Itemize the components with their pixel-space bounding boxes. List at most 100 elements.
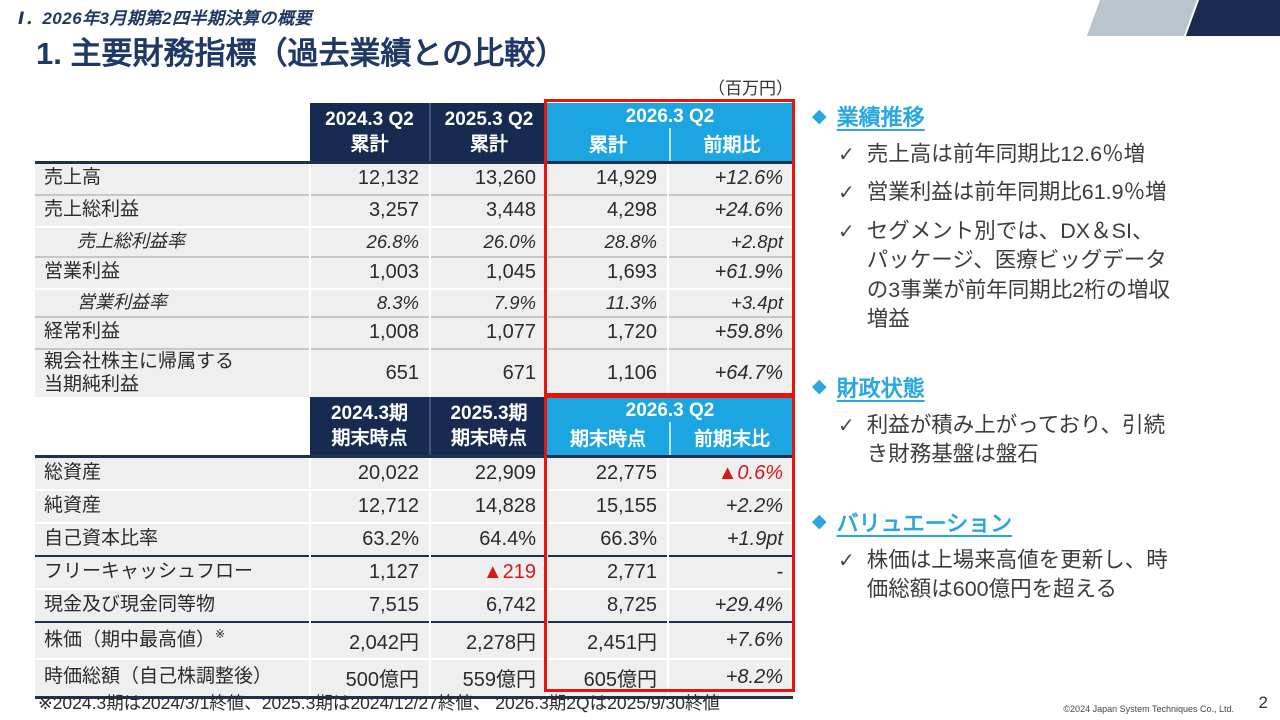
header-2026q2: 2026.3 Q2 累計 前期比: [547, 103, 793, 164]
table-row: 売上高 12,132 13,260 14,929 +12.6%: [35, 161, 793, 195]
table-row: 売上総利益率 26.8% 26.0% 28.8% +2.8pt: [35, 225, 793, 257]
cell-change: +12.6%: [667, 161, 793, 195]
table-row: 経常利益 1,008 1,077 1,720 +59.8%: [35, 315, 793, 349]
check-icon: ✓: [838, 144, 855, 166]
table-row: 株価（期中最高値）※ 2,042円 2,278円 2,451円 +7.6%: [35, 620, 793, 659]
check-icon: ✓: [838, 182, 855, 205]
cell-value: 1,077: [429, 315, 547, 349]
table-row: 総資産 20,022 22,909 22,775 ▲0.6%: [35, 455, 793, 490]
check-icon: ✓: [838, 414, 855, 437]
row-label: 経常利益: [35, 315, 310, 349]
cell-value: 2,771: [546, 554, 668, 589]
row-label: 株価（期中最高値）※: [35, 620, 310, 659]
list-item-text: 営業利益は前年同期比61.9％増: [866, 180, 1167, 205]
row-label: 総資産: [35, 455, 310, 490]
cell-change: -: [667, 554, 793, 589]
cell-value: 1,008: [309, 315, 430, 349]
cell-change: +64.7%: [667, 347, 793, 400]
table-row: 自己資本比率 63.2% 64.4% 66.3% +1.9pt: [35, 521, 793, 556]
footnote: ※2024.3期は2024/3/1終値、2025.3期は2024/12/27終値…: [38, 693, 721, 713]
income-statement-table: 2024.3 Q2 累計 2025.3 Q2 累計 2026.3 Q2 累計 前…: [35, 103, 793, 400]
list-item: ✓ 営業利益は前年同期比61.9％増: [838, 178, 1274, 207]
cell-value: 559億円: [429, 657, 547, 699]
list-item-text: 利益が積み上がっており、引続 き財務基盤は盤石: [866, 412, 1166, 467]
table-row: 親会社株主に帰属する 当期純利益 651 671 1,106 +64.7%: [35, 347, 793, 400]
table-row: 純資産 12,712 14,828 15,155 +2.2%: [35, 488, 793, 523]
header-sublabel: 前期末比: [669, 422, 793, 455]
cell-value: 4,298: [546, 193, 668, 227]
header-2024q2: 2024.3 Q2 累計: [310, 103, 430, 164]
cell-value: 1,720: [546, 315, 668, 349]
footnote-marker: ※: [215, 627, 226, 642]
section-financial-position: ◆ 財政状態 ✓ 利益が積み上がっており、引続 き財務基盤は盤石: [812, 371, 1274, 470]
table-row: 売上総利益 3,257 3,448 4,298 +24.6%: [35, 193, 793, 227]
table-row: 時価総額（自己株調整後） 500億円 559億円 605億円 +8.2%: [35, 657, 793, 699]
table-row: 現金及び現金同等物 7,515 6,742 8,725 +29.4%: [35, 587, 793, 622]
cell-change: +1.9pt: [667, 521, 793, 556]
header-sublabel: 累計: [469, 134, 508, 155]
list-item: ✓ 売上高は前年同期比12.6％増: [838, 140, 1274, 169]
header-period: 2024.3 Q2: [325, 108, 414, 130]
list-item-text: 株価は上場来高値を更新し、時 価総額は600億円を超える: [866, 547, 1168, 602]
list-item-text: セグメント別では、DX＆SI、 パッケージ、医療ビッグデータ の3事業が前年同期…: [866, 218, 1171, 332]
table-row: 営業利益率 8.3% 7.9% 11.3% +3.4pt: [35, 287, 793, 317]
header-fy2024: 2024.3期 期末時点: [310, 397, 430, 458]
list-item: ✓ 株価は上場来高値を更新し、時 価総額は600億円を超える: [838, 546, 1274, 605]
cell-value: 13,260: [429, 161, 547, 195]
cell-value: 7.9%: [429, 287, 547, 317]
table-row: フリーキャッシュフロー 1,127 ▲219 2,771 -: [35, 554, 793, 589]
diamond-icon: ◆: [812, 376, 827, 398]
cell-value: 63.2%: [309, 521, 430, 556]
cell-change: +59.8%: [667, 315, 793, 349]
cell-value: 8.3%: [309, 287, 430, 317]
table-header-row: 2024.3期 期末時点 2025.3期 期末時点 2026.3 Q2 期末時点…: [35, 397, 793, 458]
header-sublabel: 期末時点: [450, 428, 527, 449]
cell-change: +61.9%: [667, 255, 793, 289]
cell-value: 3,257: [309, 193, 430, 227]
row-label: 売上総利益: [35, 193, 310, 227]
header-2025q2: 2025.3 Q2 累計: [429, 103, 547, 164]
cell-value: 1,106: [546, 347, 668, 400]
row-label: 時価総額（自己株調整後）: [35, 657, 310, 699]
cell-value: 7,515: [309, 587, 430, 622]
table-row: 営業利益 1,003 1,045 1,693 +61.9%: [35, 255, 793, 289]
cell-change-negative: ▲0.6%: [667, 455, 793, 490]
section-heading: 財政状態: [836, 375, 925, 401]
header-sublabel: 期末時点: [569, 429, 646, 450]
cell-change: +7.6%: [667, 620, 793, 659]
cell-value: 1,003: [309, 255, 430, 289]
cell-value: 66.3%: [546, 521, 668, 556]
row-label: 売上高: [35, 161, 310, 195]
corner-decoration-navy: [1185, 0, 1280, 36]
row-label: 営業利益率: [35, 287, 310, 317]
cell-value: 14,828: [429, 488, 547, 523]
page-number: 2: [1258, 693, 1268, 712]
cell-value: 1,045: [429, 255, 547, 289]
section-valuation: ◆ バリュエーション ✓ 株価は上場来高値を更新し、時 価総額は600億円を超え…: [812, 506, 1274, 605]
row-label: 自己資本比率: [35, 521, 310, 556]
cell-value: 11.3%: [546, 287, 668, 317]
list-item: ✓ セグメント別では、DX＆SI、 パッケージ、医療ビッグデータ の3事業が前年…: [838, 217, 1274, 335]
cell-change: +2.2%: [667, 488, 793, 523]
cell-value: 8,725: [546, 587, 668, 622]
check-icon: ✓: [838, 549, 855, 572]
header-sublabel: 期末時点: [331, 428, 408, 449]
table-header-row: 2024.3 Q2 累計 2025.3 Q2 累計 2026.3 Q2 累計 前…: [35, 103, 793, 164]
header-sublabel: 累計: [350, 134, 389, 155]
page-title: 1. 主要財務指標（過去業績との比較）: [36, 36, 567, 71]
header-period: 2025.3期: [450, 402, 528, 424]
cell-value: 2,042円: [309, 620, 430, 659]
header-period: 2025.3 Q2: [444, 108, 534, 130]
unit-note: （百万円）: [708, 79, 793, 98]
header-period: 2024.3期: [330, 402, 409, 424]
section-heading: 業績推移: [836, 105, 925, 130]
list-item-text: 売上高は前年同期比12.6％増: [866, 142, 1146, 166]
row-label: 売上総利益率: [35, 225, 310, 257]
row-label: 純資産: [35, 488, 310, 523]
corner-decoration-gray: [1086, 0, 1197, 36]
row-label-text: 株価（期中最高値）: [44, 629, 216, 651]
cell-change: +29.4%: [667, 587, 793, 622]
row-label: 現金及び現金同等物: [35, 587, 310, 622]
diamond-icon: ◆: [812, 105, 827, 127]
